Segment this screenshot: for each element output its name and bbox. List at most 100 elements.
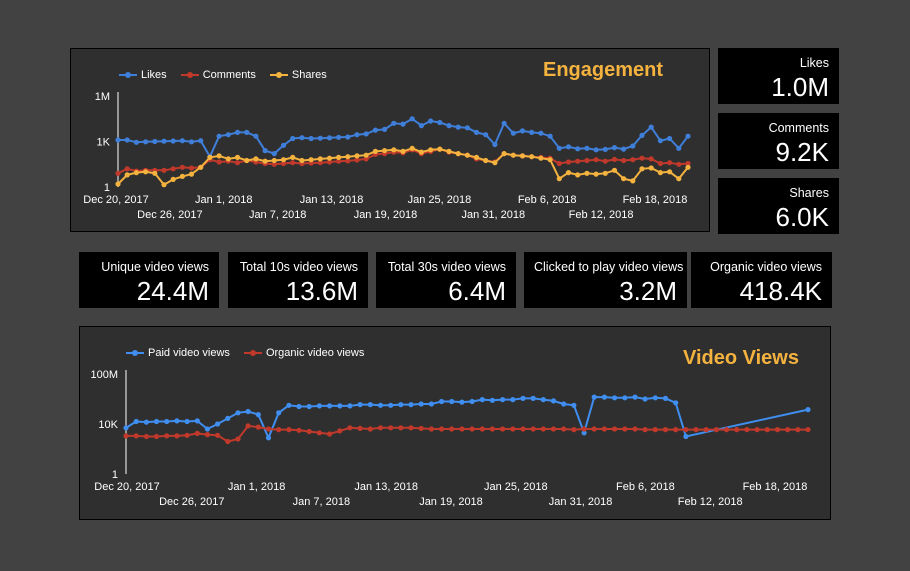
data-point <box>188 165 195 171</box>
data-point <box>685 164 691 170</box>
data-point <box>317 156 323 162</box>
data-point <box>215 421 221 427</box>
total-30s-video-views-card: Total 30s video views 6.4M <box>376 252 516 308</box>
data-point <box>657 170 664 176</box>
card-value: 9.2K <box>775 137 830 167</box>
legend-item-likes[interactable]: Likes <box>119 69 167 81</box>
data-point <box>492 141 498 148</box>
data-point <box>648 156 654 162</box>
data-point <box>561 401 567 407</box>
data-point <box>630 157 636 163</box>
y-tick-label: 1 <box>104 182 110 194</box>
data-point <box>540 426 546 432</box>
data-point <box>161 167 167 173</box>
data-point <box>530 395 536 401</box>
data-point <box>713 427 720 433</box>
data-point <box>418 425 424 431</box>
data-point <box>296 403 302 410</box>
data-point <box>115 181 121 187</box>
data-point <box>235 410 241 416</box>
data-point <box>584 170 590 176</box>
data-point <box>207 154 213 160</box>
data-point <box>347 425 353 431</box>
data-point <box>556 160 562 167</box>
data-point <box>418 401 424 407</box>
data-point <box>550 426 557 432</box>
data-point <box>354 132 360 138</box>
data-point <box>255 412 261 418</box>
x-tick-label: Jan 19, 2018 <box>419 496 483 508</box>
data-point <box>538 155 544 161</box>
data-point <box>345 134 351 140</box>
legend-item-paid-video-views[interactable]: Paid video views <box>126 347 230 359</box>
data-point <box>271 161 277 167</box>
x-tick-label: Jan 7, 2018 <box>293 496 351 508</box>
legend-item-organic-video-views[interactable]: Organic video views <box>243 347 365 359</box>
data-point <box>184 432 190 438</box>
data-point <box>556 176 562 182</box>
y-tick-label: 1K <box>97 137 111 149</box>
data-point <box>194 430 200 436</box>
legend-label: Likes <box>141 69 167 81</box>
data-point <box>459 426 465 432</box>
data-point <box>622 395 628 401</box>
data-point <box>676 176 682 182</box>
data-point <box>161 138 167 144</box>
x-tick-label: Feb 6, 2018 <box>518 194 577 206</box>
data-point <box>184 418 190 425</box>
x-tick-label: Dec 20, 2017 <box>94 481 159 493</box>
data-point <box>774 427 781 433</box>
data-point <box>611 145 618 151</box>
data-point <box>621 157 627 164</box>
data-point <box>225 438 231 445</box>
data-point <box>575 158 581 164</box>
data-point <box>612 395 618 401</box>
data-point <box>565 144 572 150</box>
data-point <box>235 436 241 442</box>
data-point <box>327 403 333 409</box>
data-point <box>473 129 480 135</box>
data-point <box>805 427 811 433</box>
data-point <box>657 160 664 167</box>
legend-item-comments[interactable]: Comments <box>180 69 256 81</box>
data-point <box>306 428 312 435</box>
data-point <box>581 426 587 432</box>
data-point <box>170 176 176 182</box>
data-point <box>225 132 231 138</box>
data-point <box>363 131 369 137</box>
x-tick-label: Feb 12, 2018 <box>569 209 634 221</box>
x-tick-label: Jan 31, 2018 <box>549 496 613 508</box>
data-point <box>550 398 557 404</box>
data-point <box>593 157 599 163</box>
data-point <box>306 403 312 410</box>
legend-item-shares[interactable]: Shares <box>269 69 327 81</box>
data-point <box>276 427 282 433</box>
legend-label: Organic video views <box>265 347 365 359</box>
data-point <box>133 139 139 145</box>
data-point <box>642 427 648 433</box>
data-point <box>123 425 129 431</box>
data-point <box>152 138 158 145</box>
data-point <box>326 135 333 141</box>
data-point <box>372 148 378 154</box>
data-point <box>479 397 485 403</box>
x-tick-label: Feb 6, 2018 <box>616 481 675 493</box>
data-point <box>357 402 363 408</box>
data-point <box>326 155 333 161</box>
data-point <box>489 426 495 432</box>
card-label: Shares <box>789 186 829 200</box>
data-point <box>357 425 363 431</box>
x-tick-label: Dec 26, 2017 <box>137 209 202 221</box>
data-point <box>510 130 516 136</box>
data-point <box>204 426 210 432</box>
data-point <box>734 427 740 433</box>
data-point <box>179 173 185 179</box>
data-point <box>593 171 599 177</box>
data-point <box>593 147 599 153</box>
data-point <box>754 427 760 433</box>
data-point <box>575 146 581 152</box>
data-point <box>540 397 546 403</box>
data-point <box>143 433 149 440</box>
data-point <box>262 148 268 154</box>
data-point <box>703 427 709 433</box>
